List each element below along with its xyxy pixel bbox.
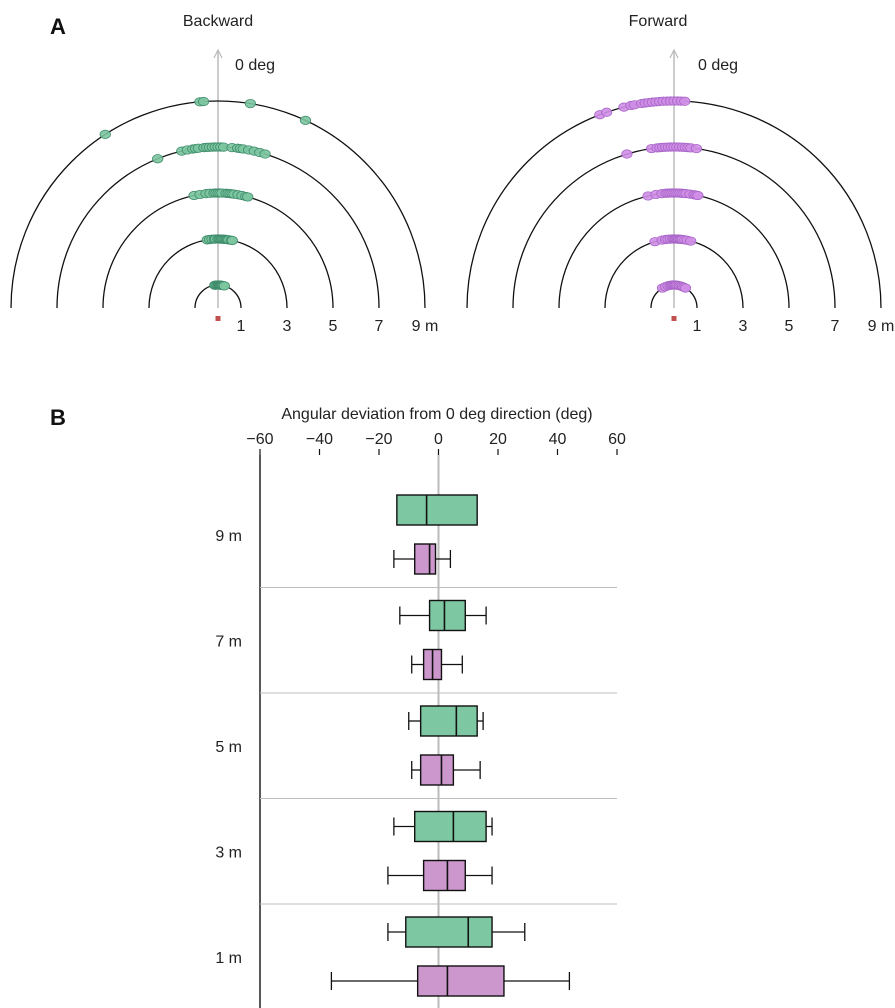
origin-marker-backward (215, 316, 221, 321)
data-point-backward (259, 149, 271, 159)
data-point-forward (601, 107, 613, 117)
category-label: 3 m (215, 844, 242, 861)
category-label: 5 m (215, 739, 242, 756)
data-point-forward (690, 143, 703, 154)
polar-chart-forward: Forward 0 deg 1 3 5 7 9 m (466, 13, 895, 335)
data-point-forward (685, 236, 697, 246)
category-label: 9 m (215, 528, 242, 545)
data-point-forward (692, 190, 704, 201)
ring-tick-label-forward: 3 (739, 318, 748, 335)
data-point-backward (197, 96, 210, 107)
panel-label-a: A (50, 14, 66, 39)
box (416, 965, 505, 997)
box (419, 754, 455, 786)
x-tick-label: 20 (489, 431, 507, 448)
ring-tick-label-backward: 3 (283, 318, 292, 335)
data-point-forward (679, 283, 692, 293)
zero-deg-label-backward: 0 deg (235, 57, 275, 74)
data-point-backward (226, 235, 238, 246)
chart-title-forward: Forward (629, 13, 688, 30)
data-point-backward (152, 154, 164, 164)
x-tick-label: −20 (365, 431, 392, 448)
box (414, 543, 437, 575)
x-tick-label: −60 (246, 431, 273, 448)
ring-tick-label-backward: 1 (237, 318, 246, 335)
ring-tick-label-forward: 9 m (868, 318, 895, 335)
x-tick-label: −40 (306, 431, 333, 448)
boxplot-chart: Angular deviation from 0 deg direction (… (215, 406, 626, 1008)
box (414, 810, 487, 843)
x-tick-label: 0 (434, 431, 443, 448)
box (428, 599, 466, 632)
box (405, 916, 493, 948)
category-label: 1 m (215, 950, 242, 967)
data-point-forward (621, 149, 633, 159)
ring-9m-backward (10, 100, 426, 309)
ring-tick-label-forward: 7 (831, 318, 840, 335)
data-point-backward (242, 192, 254, 202)
chart-title-backward: Backward (183, 13, 253, 30)
data-point-forward (679, 96, 691, 106)
origin-marker-forward (671, 316, 677, 321)
polar-chart-backward: Backward 0 deg 1 3 5 7 9 m (10, 13, 439, 335)
box (419, 705, 478, 737)
data-point-backward (299, 115, 312, 125)
zero-deg-label-forward: 0 deg (698, 57, 738, 74)
zero-deg-arrowhead-backward (213, 48, 223, 59)
x-tick-label: 60 (608, 431, 626, 448)
ring-tick-label-backward: 5 (329, 318, 338, 335)
box (396, 494, 478, 526)
data-point-backward (244, 98, 256, 109)
data-point-backward (218, 281, 230, 291)
category-label: 7 m (215, 633, 242, 650)
x-tick-label: 40 (549, 431, 567, 448)
box (422, 859, 466, 892)
ring-tick-label-backward: 9 m (412, 318, 439, 335)
zero-deg-arrowhead-forward (669, 48, 679, 59)
boxplot-x-axis-title: Angular deviation from 0 deg direction (… (281, 406, 592, 423)
data-point-backward (99, 129, 111, 139)
ring-tick-label-forward: 1 (693, 318, 702, 335)
ring-tick-label-forward: 5 (785, 318, 794, 335)
ring-tick-label-backward: 7 (375, 318, 384, 335)
panel-label-b: B (50, 405, 66, 430)
